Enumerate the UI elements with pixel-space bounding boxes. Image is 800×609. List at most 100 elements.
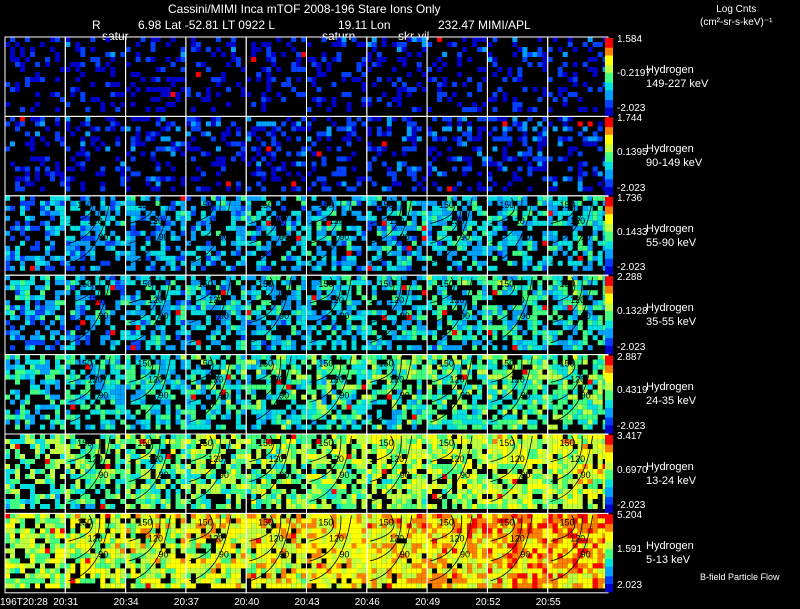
pixel xyxy=(60,454,65,459)
pixel xyxy=(437,151,443,157)
pixel xyxy=(195,255,201,261)
pixel xyxy=(256,295,262,301)
colorbar-segment xyxy=(605,96,613,99)
pixel xyxy=(321,52,327,57)
pixel xyxy=(482,116,488,122)
pixel xyxy=(376,225,382,231)
pixel xyxy=(396,310,402,316)
pixel xyxy=(391,359,397,365)
pixel xyxy=(497,399,503,405)
pixel xyxy=(155,359,161,365)
pixel xyxy=(411,136,417,142)
pixel xyxy=(80,186,86,192)
pixel xyxy=(326,225,332,231)
pixel xyxy=(301,200,307,206)
pixel xyxy=(386,77,392,82)
pixel xyxy=(341,42,347,47)
pixel xyxy=(321,379,327,385)
pixel xyxy=(406,310,412,316)
pixel xyxy=(442,354,448,360)
pixel xyxy=(291,354,297,360)
pixel xyxy=(140,230,146,236)
pixel xyxy=(130,369,136,375)
pixel xyxy=(366,215,372,221)
pixel xyxy=(597,220,603,226)
pixel xyxy=(381,146,387,152)
pixel xyxy=(130,364,136,370)
pixel xyxy=(437,285,443,291)
pixel xyxy=(190,250,196,256)
pixel xyxy=(587,295,593,301)
pixel xyxy=(291,330,297,336)
pixel xyxy=(140,359,146,365)
pixel xyxy=(452,414,458,420)
pixel xyxy=(296,171,302,177)
pixel xyxy=(572,285,578,291)
pixel xyxy=(200,186,206,192)
pixel xyxy=(155,345,161,351)
pixel xyxy=(386,166,392,172)
pixel xyxy=(587,67,593,72)
pixel xyxy=(115,340,121,346)
pixel xyxy=(552,310,558,316)
pixel xyxy=(356,176,362,182)
pixel xyxy=(477,424,483,430)
pixel xyxy=(502,394,508,400)
pixel xyxy=(416,210,422,216)
pixel xyxy=(100,409,106,415)
pixel xyxy=(75,280,81,286)
pixel xyxy=(261,399,267,405)
pixel xyxy=(5,305,10,311)
colorbar-segment xyxy=(605,287,613,291)
pixel xyxy=(50,374,55,380)
pixel xyxy=(572,359,578,365)
pixel xyxy=(30,195,35,201)
colorbar-segment xyxy=(605,280,613,283)
pixel xyxy=(532,364,538,370)
pixel xyxy=(70,359,76,365)
pixel xyxy=(65,240,71,246)
pixel xyxy=(361,364,367,370)
pixel xyxy=(35,444,40,449)
pixel xyxy=(10,310,15,316)
pixel xyxy=(261,280,267,286)
pixel xyxy=(105,260,111,266)
pixel xyxy=(522,52,528,57)
pixel xyxy=(130,200,136,206)
pixel xyxy=(577,359,583,365)
pixel xyxy=(567,325,573,331)
pixel xyxy=(487,240,493,246)
pixel xyxy=(487,97,493,102)
pixel xyxy=(170,235,176,241)
pixel xyxy=(70,335,76,341)
pixel xyxy=(587,409,593,415)
pixel xyxy=(587,245,593,251)
pixel xyxy=(416,419,422,425)
pixel xyxy=(80,72,86,77)
pixel xyxy=(85,404,91,410)
pixel xyxy=(401,374,407,380)
pixel xyxy=(50,424,55,430)
pixel xyxy=(562,300,568,306)
pixel xyxy=(75,126,81,132)
pixel xyxy=(15,255,20,261)
pixel xyxy=(195,285,201,291)
colorbar-segment xyxy=(605,365,613,368)
pixel xyxy=(522,409,528,415)
pixel xyxy=(185,87,191,92)
pixel xyxy=(386,171,392,177)
pixel xyxy=(527,171,533,177)
pixel xyxy=(462,340,468,346)
pixel xyxy=(587,345,593,351)
pixel xyxy=(452,419,458,425)
pixel xyxy=(140,205,146,211)
pixel xyxy=(597,325,603,331)
pixel xyxy=(20,176,25,182)
pixel xyxy=(105,335,111,341)
pixel xyxy=(502,156,508,162)
pixel xyxy=(105,52,111,57)
pixel xyxy=(200,290,206,296)
pixel xyxy=(180,354,186,360)
contour-label: 90 xyxy=(460,311,470,321)
